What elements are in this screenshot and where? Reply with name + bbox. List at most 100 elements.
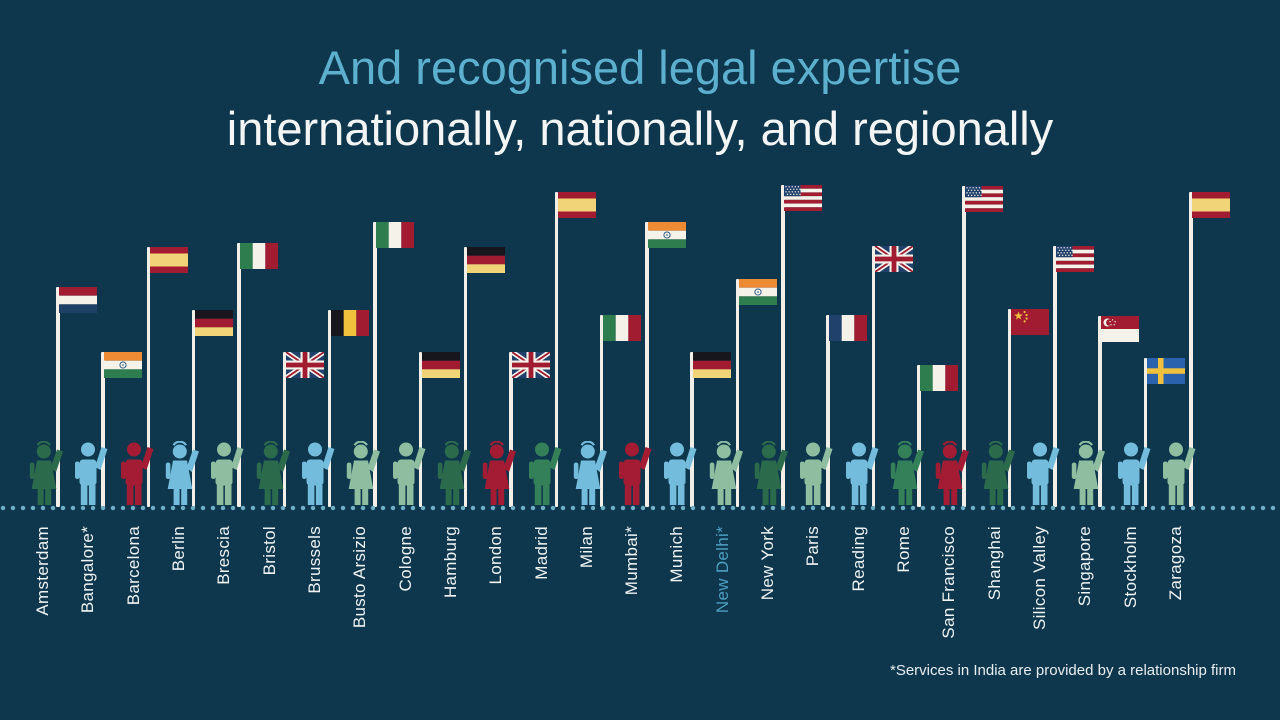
- city-label-shanghai: Shanghai: [984, 526, 1004, 601]
- usa-flag-icon: [1056, 246, 1095, 272]
- flagpole: [645, 222, 649, 507]
- city-label-zaragoza: Zaragoza: [1166, 526, 1185, 601]
- person-icon-female: [981, 441, 1015, 505]
- flagpole: [735, 279, 740, 507]
- city-label-cologne: Cologne: [395, 526, 415, 592]
- india-flag-icon: [738, 279, 777, 305]
- city-label-barcelona: Barcelona: [123, 526, 143, 606]
- flagpole: [599, 315, 604, 507]
- city-label-mumbai: Mumbai*: [622, 526, 642, 596]
- flagpole: [373, 222, 377, 507]
- italy-flag-icon: [376, 222, 415, 248]
- person-icon-male: [392, 442, 426, 505]
- person-icon-female: [1072, 441, 1106, 505]
- city-label-london: London: [486, 526, 506, 585]
- person-icon-female: [165, 441, 199, 505]
- title-line-2: internationally, nationally, and regiona…: [226, 102, 1054, 155]
- city-label-rome: Rome: [894, 526, 914, 573]
- flagpole: [1143, 358, 1148, 507]
- flagpole: [826, 315, 830, 507]
- person-icon-male: [664, 442, 697, 505]
- usa-flag-icon: [965, 186, 1004, 212]
- flagpole: [282, 352, 287, 507]
- person-icon-male: [619, 442, 652, 505]
- person-icon-male: [845, 442, 879, 505]
- usa-flag-icon: [784, 185, 823, 211]
- flagpole: [418, 352, 423, 507]
- flagpole: [191, 310, 196, 507]
- india-flag-icon: [104, 352, 143, 378]
- italy-flag-icon: [240, 243, 279, 269]
- city-label-paris: Paris: [803, 526, 823, 567]
- city-label-new-delhi: New Delhi*: [712, 526, 732, 614]
- flagpole: [509, 352, 513, 507]
- footnote: *Services in India are provided by a rel…: [889, 662, 1236, 679]
- flagpole: [690, 352, 694, 507]
- india-flag-icon: [648, 222, 687, 248]
- person-icon-female: [347, 441, 381, 505]
- person-icon-female: [256, 441, 290, 505]
- city-label-san-francisco: San Francisco: [939, 526, 959, 639]
- city-label-silicon-valley: Silicon Valley: [1030, 526, 1050, 631]
- person-icon-female: [709, 441, 743, 505]
- spain-flag-icon: [1192, 192, 1230, 218]
- city-label-stockholm: Stockholm: [1120, 526, 1140, 609]
- person-icon-female: [890, 441, 925, 505]
- city-label-milan: Milan: [576, 526, 596, 569]
- city-label-reading: Reading: [848, 526, 868, 592]
- flagpole: [917, 365, 921, 507]
- person-icon-male: [301, 442, 335, 505]
- dotted-baseline: [0, 505, 1280, 511]
- person-icon-male: [1027, 442, 1060, 505]
- city-label-new-york: New York: [758, 526, 778, 601]
- italy-flag-icon: [920, 365, 959, 391]
- person-icon-male: [1117, 442, 1151, 505]
- person-icon-male: [211, 442, 244, 505]
- person-icon-female: [482, 441, 517, 505]
- flagpole: [1098, 316, 1102, 507]
- flagpole: [146, 247, 151, 507]
- uk-flag-icon: [512, 352, 551, 378]
- uk-flag-icon: [874, 246, 913, 272]
- france-flag-icon: [829, 315, 868, 341]
- city-label-busto-arsizio: Busto Arsizio: [350, 526, 370, 629]
- slide-title: And recognised legal expertise internati…: [0, 38, 1280, 160]
- person-icon-female: [573, 441, 607, 505]
- city-label-hamburg: Hamburg: [440, 526, 460, 599]
- flagpole: [1007, 309, 1012, 507]
- spain-flag-icon: [149, 247, 188, 273]
- germany-flag-icon: [693, 352, 732, 378]
- uk-flag-icon: [285, 352, 324, 378]
- city-label-bristol: Bristol: [259, 526, 279, 576]
- city-label-brescia: Brescia: [214, 526, 234, 585]
- italy-flag-icon: [602, 315, 641, 341]
- germany-flag-icon: [194, 310, 233, 336]
- city-label-amsterdam: Amsterdam: [33, 526, 52, 616]
- person-icon-female: [754, 441, 789, 505]
- flagpole: [871, 246, 876, 507]
- city-label-berlin: Berlin: [168, 526, 188, 572]
- person-icon-male: [75, 442, 108, 505]
- city-label-madrid: Madrid: [531, 526, 551, 580]
- singapore-flag-icon: [1101, 316, 1140, 342]
- city-label-bangalore: Bangalore*: [78, 526, 98, 614]
- belgium-flag-icon: [330, 310, 369, 336]
- sweden-flag-icon: [1146, 358, 1185, 384]
- flagpole: [463, 247, 468, 507]
- flagpole: [781, 185, 785, 507]
- city-label-munich: Munich: [667, 526, 687, 583]
- spain-flag-icon: [557, 192, 596, 218]
- person-icon-male: [120, 442, 154, 505]
- flagpole: [237, 243, 241, 507]
- flagpole: [1053, 246, 1057, 507]
- flagpole: [554, 192, 559, 507]
- city-label-singapore: Singapore: [1075, 526, 1095, 607]
- netherlands-flag-icon: [59, 287, 97, 313]
- flagpole: [962, 186, 966, 507]
- person-icon-female: [936, 441, 970, 505]
- person-icon-female: [29, 441, 63, 505]
- flagpole: [1189, 192, 1193, 507]
- person-icon-male: [528, 442, 562, 505]
